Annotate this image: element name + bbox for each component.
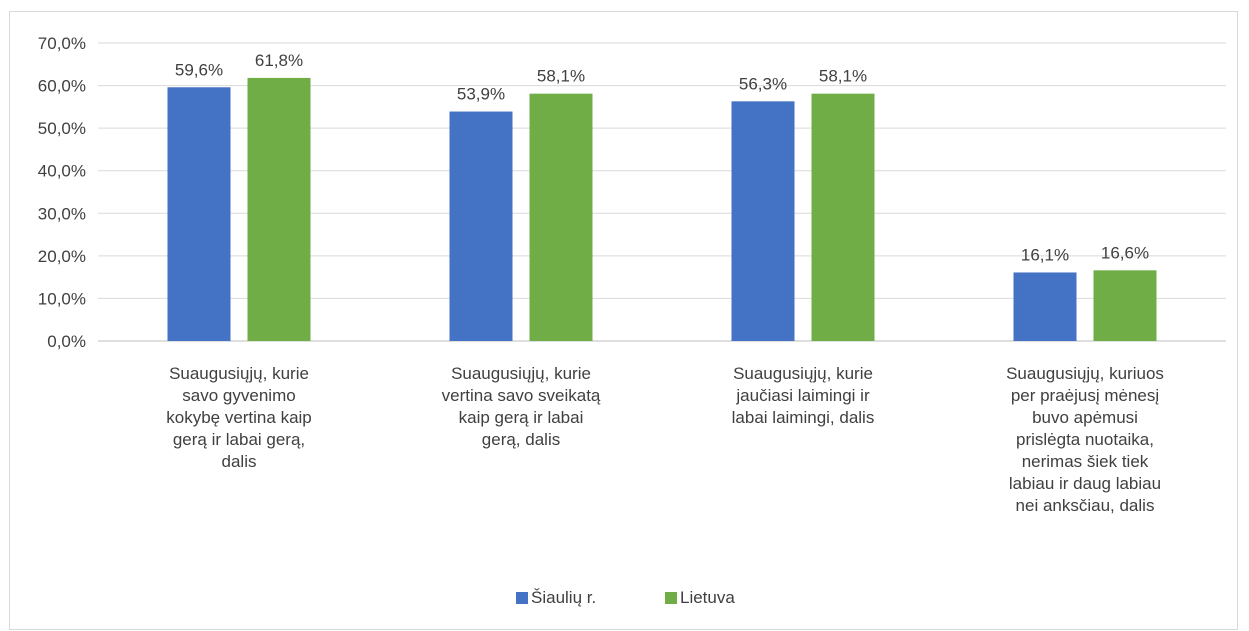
category-label: gerą, dalis (482, 430, 560, 449)
legend-label: Lietuva (680, 588, 735, 607)
category-label: kokybę vertina kaip (166, 408, 312, 427)
legend-swatch (516, 592, 528, 604)
category-label: jaučiasi laimingi ir (735, 386, 870, 405)
y-tick-label: 20,0% (38, 247, 86, 266)
category-label: gerą ir labai gerą, (173, 430, 305, 449)
category-label: Suaugusiųjų, kurie (451, 364, 591, 383)
category-label: Suaugusiųjų, kurie (169, 364, 309, 383)
category-label: savo gyvenimo (182, 386, 295, 405)
data-label: 58,1% (537, 67, 585, 86)
category-label: labiau ir daug labiau (1009, 474, 1161, 493)
bar (529, 93, 593, 341)
category-label: prislėgta nuotaika, (1016, 430, 1154, 449)
data-label: 61,8% (255, 51, 303, 70)
data-label: 16,6% (1101, 243, 1149, 262)
category-label: Suaugusiųjų, kurie (733, 364, 873, 383)
category-label: vertina savo sveikatą (442, 386, 601, 405)
category-label: nei anksčiau, dalis (1016, 496, 1155, 515)
category-label: nerimas šiek tiek (1022, 452, 1149, 471)
bar (247, 77, 311, 341)
bar (731, 101, 795, 341)
legend-label: Šiaulių r. (531, 588, 596, 607)
y-tick-label: 60,0% (38, 77, 86, 96)
bar (811, 93, 875, 341)
data-label: 16,1% (1021, 245, 1069, 264)
bar (167, 87, 231, 341)
category-label: Suaugusiųjų, kuriuos (1006, 364, 1164, 383)
category-label: buvo apėmusi (1032, 408, 1138, 427)
legend-swatch (665, 592, 677, 604)
y-tick-label: 30,0% (38, 204, 86, 223)
category-label: per praėjusį mėnesį (1011, 386, 1160, 405)
bar (1013, 272, 1077, 341)
bar (449, 111, 513, 341)
category-label: labai laimingi, dalis (732, 408, 875, 427)
y-tick-label: 0,0% (47, 332, 86, 351)
bar (1093, 270, 1157, 341)
y-tick-label: 40,0% (38, 162, 86, 181)
category-label: dalis (222, 452, 257, 471)
data-label: 53,9% (457, 85, 505, 104)
data-label: 59,6% (175, 60, 223, 79)
y-tick-label: 50,0% (38, 119, 86, 138)
category-label: kaip gerą ir labai (459, 408, 584, 427)
y-tick-label: 10,0% (38, 289, 86, 308)
y-tick-label: 70,0% (38, 34, 86, 53)
data-label: 58,1% (819, 67, 867, 86)
data-label: 56,3% (739, 74, 787, 93)
